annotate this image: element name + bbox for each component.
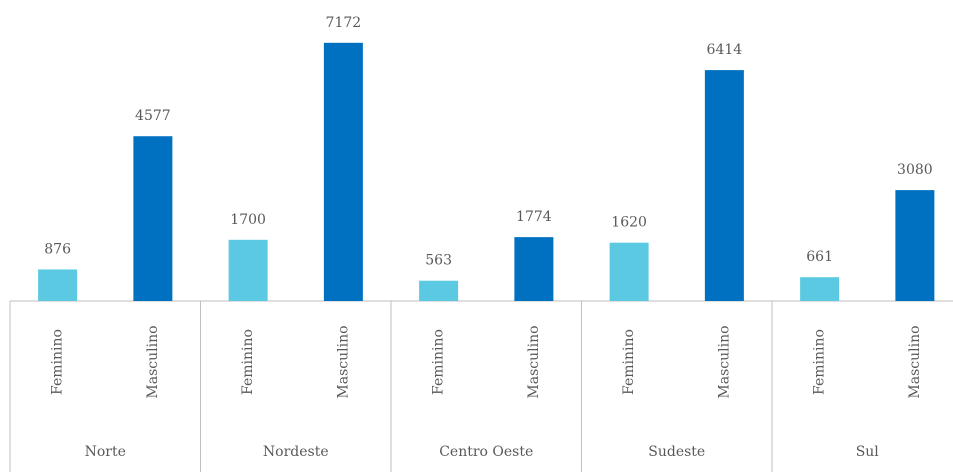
value-label: 3080 <box>897 162 933 178</box>
value-label: 876 <box>44 241 71 257</box>
value-label: 1700 <box>230 212 266 228</box>
value-label: 4577 <box>135 108 171 124</box>
bar <box>38 269 78 301</box>
bar <box>514 237 554 301</box>
bar <box>609 242 649 301</box>
bar <box>133 136 173 301</box>
value-label: 1774 <box>516 209 552 225</box>
value-label: 7172 <box>326 15 362 31</box>
bar <box>895 190 935 301</box>
sub-category-label: Masculino <box>716 325 732 398</box>
group-label: Sudeste <box>648 444 705 460</box>
bar <box>419 280 459 301</box>
value-label: 6414 <box>707 42 743 58</box>
sub-category-label: Feminino <box>431 329 447 395</box>
bar <box>704 70 744 301</box>
group-label: Sul <box>856 444 880 460</box>
sub-category-label: Masculino <box>335 325 351 398</box>
value-label: 563 <box>425 253 452 269</box>
sub-category-label: Masculino <box>145 325 161 398</box>
group-label: Norte <box>85 444 126 460</box>
sub-category-label: Masculino <box>907 325 923 398</box>
bar <box>228 239 268 301</box>
sub-category-label: Masculino <box>526 325 542 398</box>
bar <box>800 277 840 301</box>
group-label: Nordeste <box>263 444 329 460</box>
bar <box>323 42 363 302</box>
value-label: 661 <box>806 249 833 265</box>
group-label: Centro Oeste <box>439 444 533 460</box>
sub-category-label: Feminino <box>812 329 828 395</box>
sub-category-label: Feminino <box>621 329 637 395</box>
value-label: 1620 <box>611 215 647 231</box>
sub-category-label: Feminino <box>240 329 256 395</box>
sub-category-label: Feminino <box>50 329 66 395</box>
